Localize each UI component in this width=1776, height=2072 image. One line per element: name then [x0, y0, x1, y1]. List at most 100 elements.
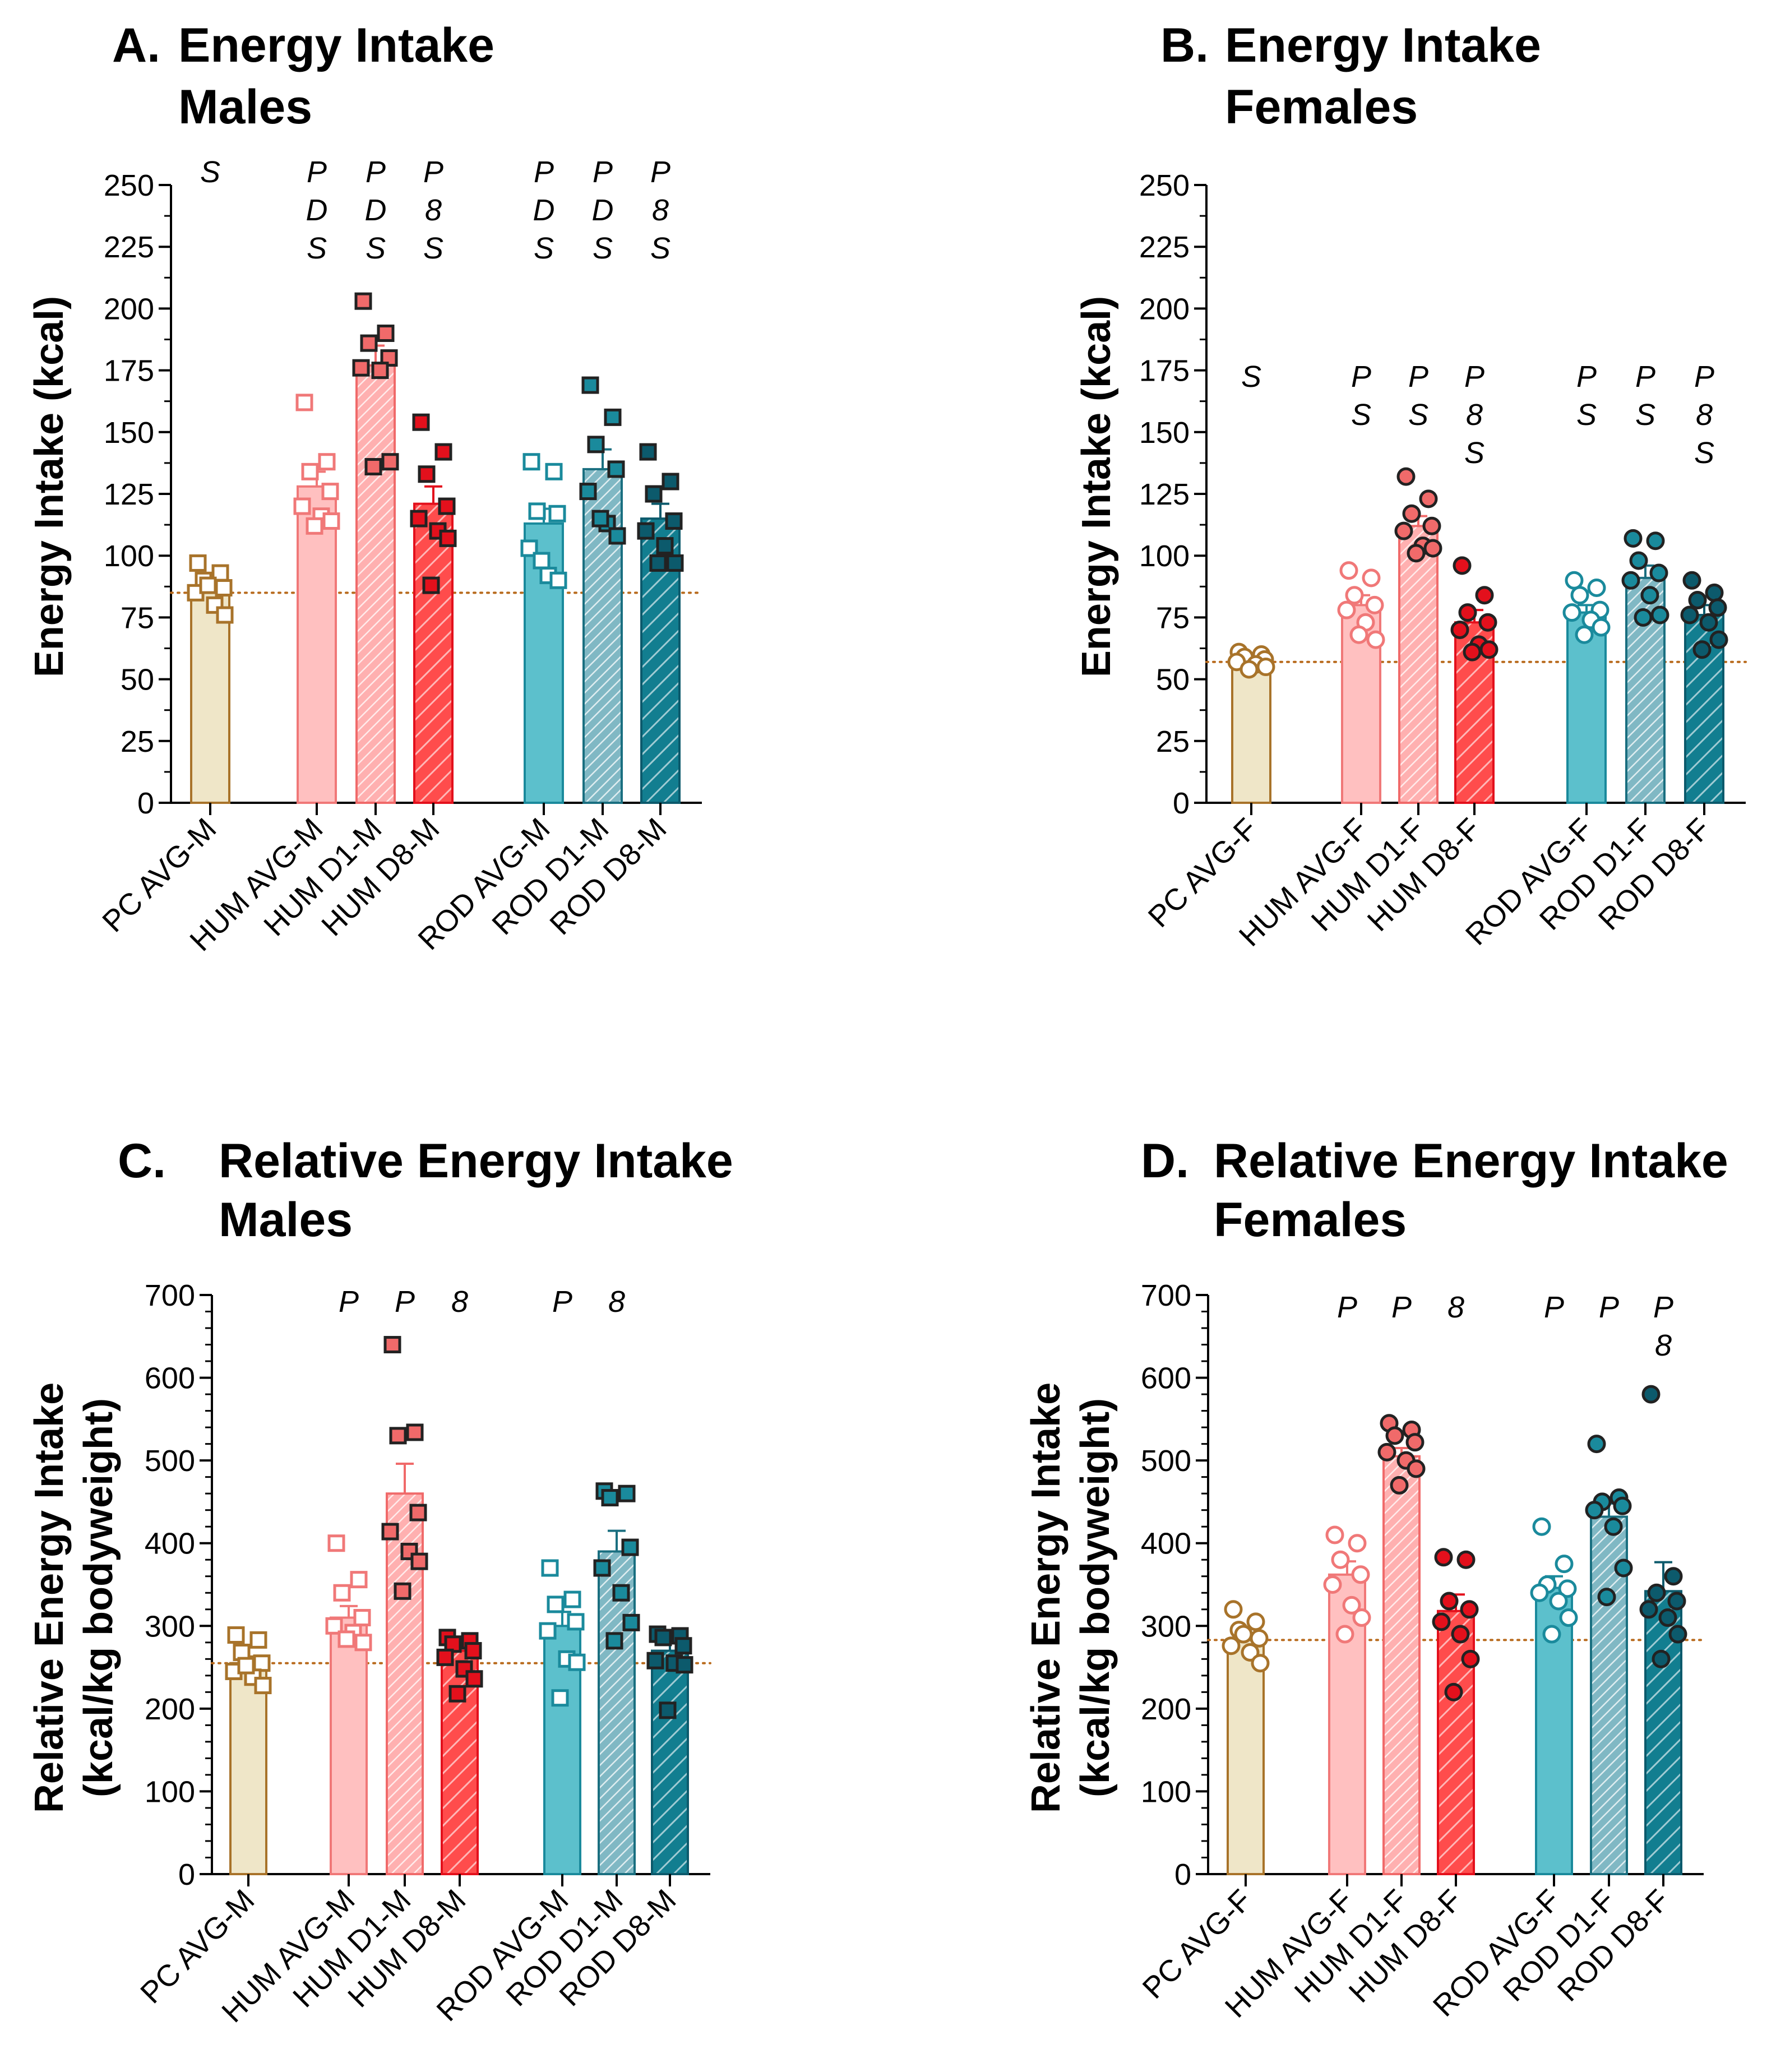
panel-b-ytick-label: 200	[1139, 292, 1190, 326]
panel-d-data-point	[1614, 1558, 1633, 1578]
panel-c-ytick-label: 600	[145, 1362, 195, 1395]
panel-c-data-point	[654, 1629, 672, 1646]
panel-a-bar	[190, 589, 230, 804]
panel-b-data-point	[1402, 504, 1421, 523]
panel-d-data-point	[1331, 1550, 1350, 1569]
panel-a-data-point	[306, 517, 323, 535]
panel-a-title-line2: Males	[178, 80, 312, 134]
panel-c-ylabel-line1: Relative Energy Intake	[27, 1382, 72, 1813]
panel-b-data-point	[1396, 467, 1416, 486]
panel-d-data-point	[1234, 1625, 1253, 1644]
panel-d-data-point	[1549, 1592, 1568, 1611]
panel-a-data-point	[607, 460, 625, 478]
panel-d-significance-label: P	[1653, 1291, 1673, 1324]
panel-d-data-point	[1641, 1385, 1661, 1404]
panel-b-ytick-label: 250	[1139, 169, 1190, 202]
panel-b-data-point	[1422, 516, 1441, 535]
panel-c-data-point	[237, 1657, 255, 1675]
panel-d-data-point	[1385, 1426, 1404, 1445]
panel-b-data-point	[1640, 586, 1659, 605]
panel-a-significance-label: D	[306, 193, 328, 227]
panel-a-ytick-label: 150	[104, 416, 154, 450]
panel-a-title-line1: Energy Intake	[178, 18, 494, 72]
panel-b-significance-label: P	[1635, 360, 1655, 394]
panel-b-data-point	[1692, 640, 1712, 659]
panel-d-data-point	[1335, 1625, 1354, 1644]
panel-c-data-point	[618, 1484, 636, 1502]
panel-a-data-point	[215, 579, 233, 597]
panel-b-data-point	[1453, 556, 1472, 575]
panel-a-significance-label: S	[593, 232, 613, 265]
panel-d-bar-hatch	[1385, 1457, 1418, 1873]
panel-c-ytick-label: 700	[145, 1279, 195, 1312]
panel-a-significance-label: S	[650, 232, 670, 265]
panel-d-ylabel-line2: (kcal/kg bodyweight)	[1073, 1398, 1118, 1797]
panel-d-data-point	[1325, 1525, 1344, 1544]
panel-d-significance-label: P	[1599, 1291, 1619, 1324]
panel-a-data-point	[579, 483, 597, 501]
panel-b-data-point	[1349, 625, 1368, 644]
panel-a-data-point	[528, 502, 546, 520]
panel-d-data-point	[1542, 1625, 1561, 1644]
panel-c-data-point	[563, 1590, 581, 1608]
panel-a-data-point	[410, 510, 428, 528]
panel-c-data-point	[674, 1637, 692, 1655]
panel-a-data-point	[321, 483, 339, 501]
panel-b-data-point	[1680, 605, 1699, 625]
panel-b-ytick-label: 50	[1156, 663, 1190, 697]
panel-d-label: D.	[1141, 1134, 1189, 1188]
panel-c-significance-label: 8	[451, 1285, 468, 1319]
panel-b-significance-label: S	[1464, 436, 1484, 470]
panel-d-significance-label: 8	[1447, 1291, 1464, 1324]
panel-c-data-point	[568, 1653, 586, 1671]
panel-c-data-point	[410, 1552, 428, 1570]
panel-c-data-point	[327, 1534, 345, 1552]
panel-c-bar	[330, 1616, 368, 1875]
panel-d-title-line1: Relative Energy Intake	[1214, 1134, 1728, 1188]
panel-a-ytick-label: 225	[104, 230, 154, 264]
panel-a-data-point	[438, 497, 456, 515]
panel-c: C. Relative Energy Intake Males Relative…	[27, 1134, 733, 2029]
panel-d-data-point	[1351, 1565, 1370, 1584]
panel-b-label: B.	[1160, 18, 1209, 72]
panel-d-data-point	[1323, 1575, 1342, 1594]
panel-d-data-point	[1377, 1442, 1396, 1461]
panel-c-data-point	[325, 1617, 343, 1635]
panel-b-data-point	[1621, 571, 1640, 590]
panel-b-data-point	[1475, 586, 1494, 605]
panel-b-data-point	[1345, 586, 1364, 605]
panel-a-data-point	[662, 473, 679, 491]
panel-a-data-point	[656, 537, 674, 555]
panel-d-significance-label: P	[1544, 1291, 1564, 1324]
panel-d-data-point	[1652, 1649, 1671, 1668]
panel-c-significance-label: P	[339, 1285, 359, 1319]
panel-c-ytick-label: 500	[145, 1444, 195, 1478]
panel-d-data-point	[1407, 1459, 1426, 1478]
panel-d-ytick-label: 500	[1141, 1444, 1191, 1478]
panel-a-data-point	[322, 512, 340, 530]
panel-d: D. Relative Energy Intake Females Relati…	[1024, 1134, 1728, 2024]
panel-c-bar-hatch	[653, 1652, 687, 1873]
panel-d-data-point	[1348, 1534, 1367, 1553]
panel-a-data-point	[422, 576, 440, 594]
panel-a-bar-hatch	[358, 366, 394, 802]
panel-b-data-point	[1646, 531, 1665, 551]
panel-b-significance-label: S	[1576, 398, 1597, 432]
panel-d-data-point	[1390, 1476, 1409, 1495]
panel-a-data-point	[591, 510, 609, 528]
panel-d-bar	[1227, 1639, 1265, 1875]
panel-b-significance-label: P	[1408, 360, 1428, 394]
panel-b-significance-label: S	[1694, 436, 1714, 470]
panel-b-significance-label: 8	[1696, 398, 1713, 432]
panel-d-ylabel-line1: Relative Energy Intake	[1024, 1382, 1069, 1813]
panel-a-data-point	[637, 522, 655, 540]
panel-b-bar	[1231, 660, 1271, 804]
panel-c-data-point	[436, 1648, 454, 1666]
panel-c-data-point	[381, 1523, 399, 1541]
panel-d-significance-label: 8	[1655, 1329, 1672, 1362]
panel-b-significance-label: P	[1576, 360, 1597, 394]
panel-d-data-point	[1352, 1608, 1371, 1627]
panel-a-data-point	[645, 485, 663, 503]
panel-c-data-point	[464, 1642, 482, 1660]
